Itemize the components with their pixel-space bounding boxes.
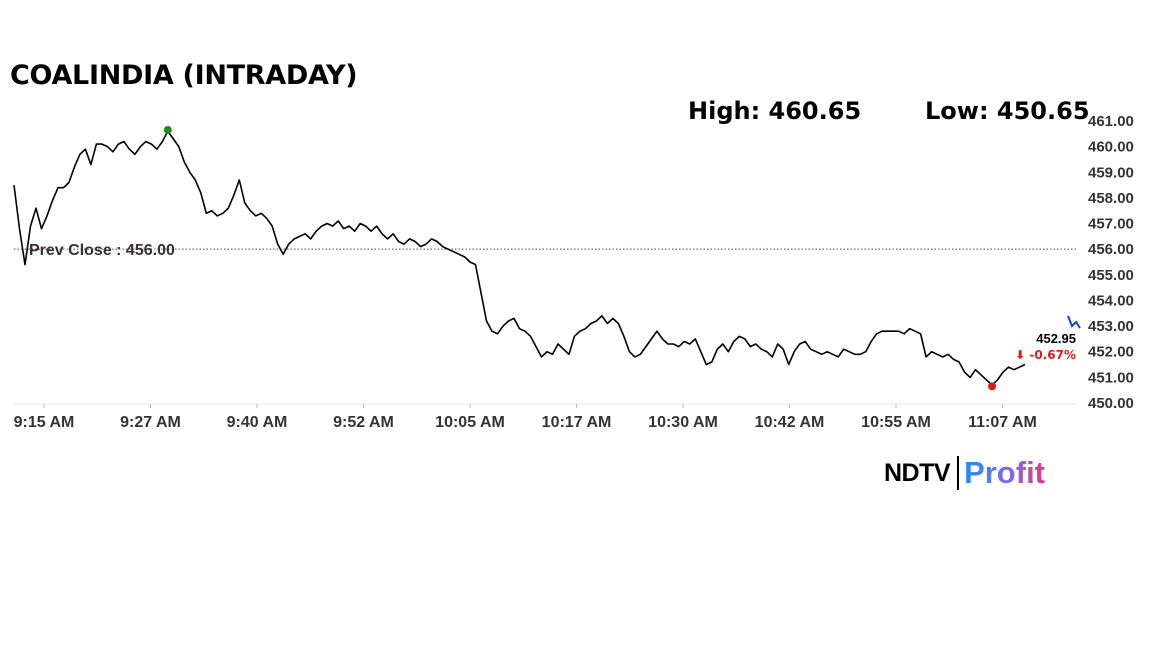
y-tick-label: 454.00	[1088, 292, 1134, 309]
y-tick-label: 461.00	[1088, 113, 1134, 130]
x-tick-label: 11:07 AM	[968, 414, 1037, 431]
x-tick-label: 9:27 AM	[120, 414, 181, 431]
last-price-marker-icon	[1067, 315, 1081, 329]
y-tick-label: 460.00	[1088, 139, 1134, 156]
x-tick-label: 10:42 AM	[755, 414, 825, 431]
logo-profit-text: Profit	[964, 455, 1045, 490]
x-tick-label: 9:52 AM	[333, 414, 394, 431]
day-high-marker	[163, 125, 172, 134]
change-percent-label: ⬇ -0.67%	[1015, 348, 1076, 362]
y-tick-label: 458.00	[1088, 190, 1134, 207]
ndtv-profit-logo: NDTV Profit	[884, 455, 1045, 491]
y-tick-label: 455.00	[1088, 267, 1134, 284]
y-tick-label: 459.00	[1088, 164, 1134, 181]
chart-axes: 9:15 AM 9:27 AM 9:40 AM 9:52 AM 10:05 AM 10:1…	[14, 113, 1134, 431]
y-tick-label: 453.00	[1088, 318, 1134, 335]
x-tick-label: 9:15 AM	[14, 414, 75, 431]
x-tick-label: 10:17 AM	[542, 414, 612, 431]
y-tick-label: 456.00	[1088, 241, 1134, 258]
day-high-label: High: 460.65	[688, 97, 862, 125]
x-tick-label: 10:30 AM	[648, 414, 718, 431]
y-tick-label: 457.00	[1088, 216, 1134, 233]
x-tick-label: 10:05 AM	[435, 414, 505, 431]
y-tick-label: 452.00	[1088, 344, 1134, 361]
x-tick-label: 10:55 AM	[861, 414, 931, 431]
logo-ndtv-text: NDTV	[884, 458, 951, 487]
y-tick-label: 451.00	[1088, 369, 1134, 386]
logo-divider	[957, 456, 960, 490]
x-tick-label: 9:40 AM	[227, 414, 288, 431]
chart-title: COALINDIA (INTRADAY)	[10, 60, 358, 91]
day-low-label: Low: 450.65	[925, 97, 1090, 125]
y-tick-label: 450.00	[1088, 395, 1134, 412]
prev-close-label: Prev Close : 456.00	[29, 242, 175, 259]
price-line	[13, 130, 1026, 386]
last-price-label: 452.95	[1036, 331, 1076, 346]
day-low-marker	[988, 382, 997, 391]
